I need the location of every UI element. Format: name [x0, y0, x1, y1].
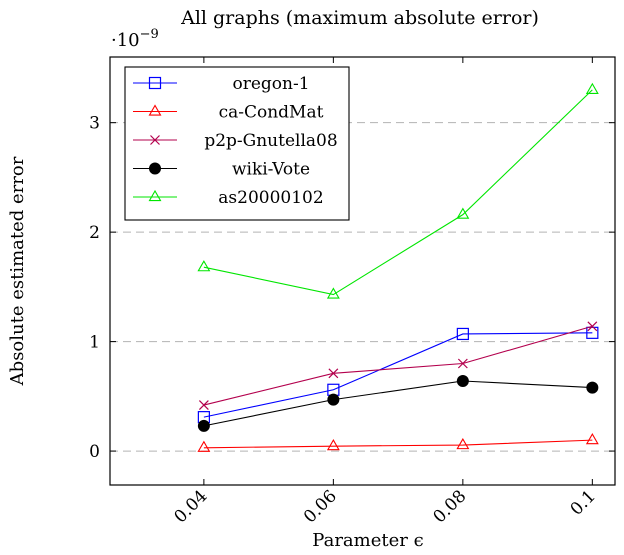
legend-marker	[148, 76, 162, 90]
legend-marker	[148, 189, 162, 202]
legend-label: oregon-1	[232, 74, 309, 94]
legend-label: p2p-Gnutella08	[204, 131, 337, 151]
series-p2p-Gnutella08	[198, 321, 598, 411]
data-point	[197, 440, 211, 452]
legend: oregon-1 ca-CondMat p2p-Gnutella08 wiki-Vot…	[124, 66, 350, 221]
series-as20000102	[197, 82, 599, 299]
data-point	[198, 400, 209, 411]
y-tick-label: 2	[89, 223, 100, 243]
series-line	[203, 89, 593, 296]
data-point	[585, 82, 599, 94]
x-tick-label: 0.1	[567, 486, 600, 519]
data-point	[456, 207, 470, 219]
data-point	[326, 287, 340, 299]
legend-label: as20000102	[218, 188, 323, 208]
data-point	[456, 437, 470, 450]
data-point	[585, 433, 599, 445]
x-axis-label: Parameter ϵ	[312, 530, 423, 551]
data-point	[197, 260, 211, 272]
x-tick-label: 0.06	[300, 486, 341, 527]
series-line	[203, 380, 593, 427]
series-line	[203, 439, 593, 449]
legend-label: ca-CondMat	[219, 103, 324, 123]
series-ca-CondMat	[197, 433, 599, 452]
series-layer	[197, 82, 599, 452]
series-line	[203, 332, 593, 418]
legend-label: wiki-Vote	[232, 160, 310, 180]
x-tick-label: 0.08	[429, 486, 470, 527]
chart-title: All graphs (maximum absolute error)	[180, 7, 539, 29]
series-oregon-1	[197, 326, 599, 424]
legend-marker	[149, 162, 161, 175]
y-scale-label: ·10−9	[111, 27, 159, 51]
y-axis-label: Absolute estimated error	[7, 156, 28, 386]
data-point	[197, 419, 210, 432]
data-point	[456, 327, 469, 341]
data-point	[587, 321, 598, 332]
data-point	[457, 358, 468, 369]
legend-box	[124, 66, 350, 221]
data-point	[327, 393, 340, 406]
y-tick-label: 3	[89, 114, 100, 134]
y-tick-label: 1	[89, 333, 100, 353]
y-tick-label: 0	[89, 442, 100, 462]
legend-marker	[150, 135, 160, 145]
x-tick-label: 0.04	[171, 486, 212, 527]
legend-marker	[148, 104, 162, 116]
y-scale-base: ·10	[111, 30, 140, 51]
data-point	[586, 326, 599, 339]
data-point	[326, 439, 340, 451]
data-point	[586, 381, 599, 394]
series-wiki-Vote	[197, 375, 599, 432]
data-point	[456, 375, 469, 388]
plot-frame	[109, 56, 616, 486]
data-point	[328, 368, 339, 379]
series-line	[203, 325, 593, 406]
y-scale-exponent: −9	[140, 27, 159, 42]
